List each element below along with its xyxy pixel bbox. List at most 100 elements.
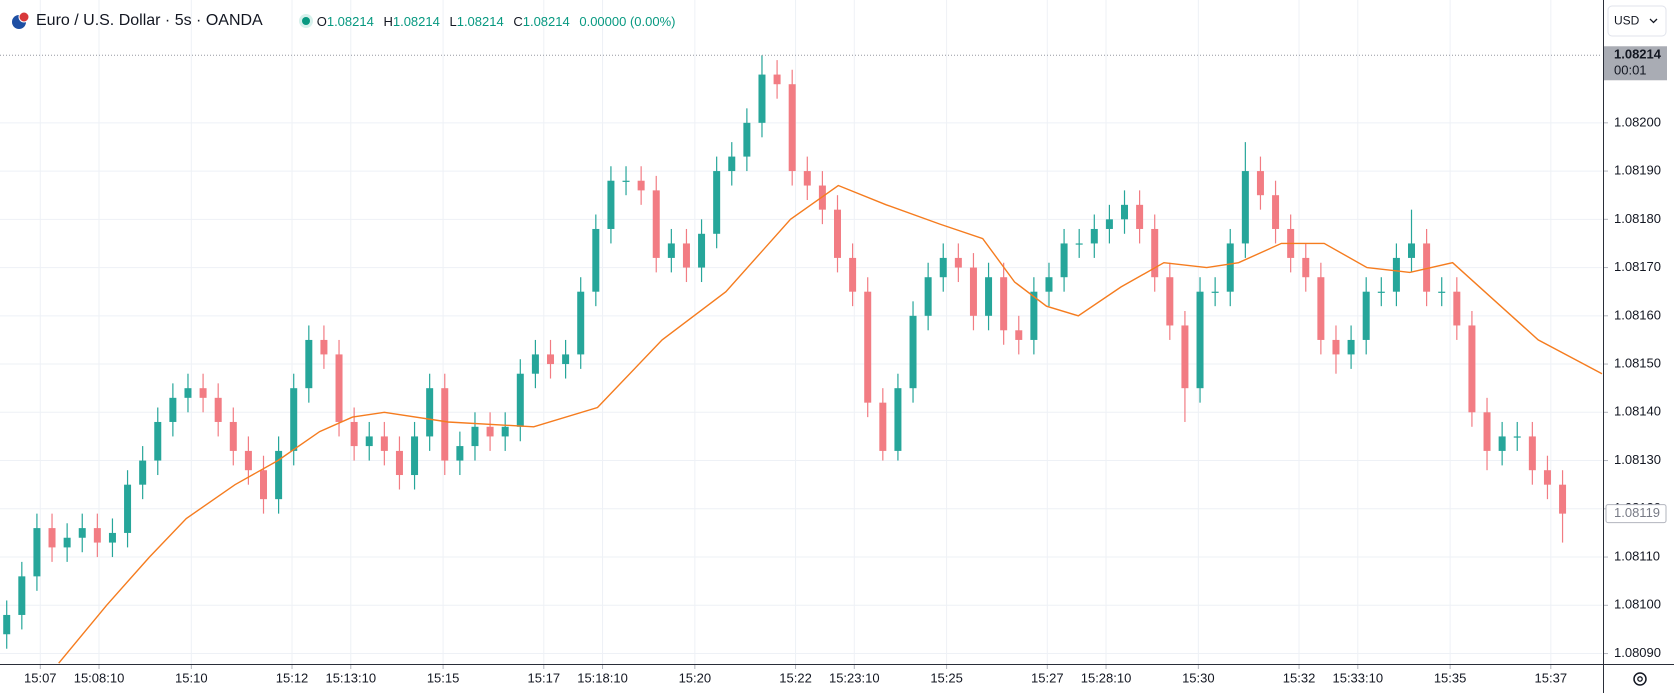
candle-body bbox=[1241, 171, 1249, 244]
candle-body bbox=[290, 388, 298, 451]
x-tick-label: 15:27 bbox=[1031, 670, 1064, 685]
currency-chevron bbox=[1649, 18, 1658, 24]
candle-body bbox=[1302, 257, 1310, 278]
candle-body bbox=[1332, 339, 1340, 355]
y-tick-label: 1.08190 bbox=[1614, 163, 1661, 178]
candle-body bbox=[139, 460, 147, 485]
y-tick-label: 1.08130 bbox=[1614, 452, 1661, 467]
candle-body bbox=[592, 228, 600, 292]
candle-body bbox=[1377, 291, 1385, 293]
candle-body bbox=[1000, 277, 1008, 331]
y-tick-label: 1.08150 bbox=[1614, 355, 1661, 370]
candle-body bbox=[1256, 171, 1264, 196]
candle-body bbox=[441, 388, 449, 461]
currency-button[interactable] bbox=[1607, 5, 1667, 37]
y-tick-label: 1.08160 bbox=[1614, 307, 1661, 322]
x-tick-label: 15:20 bbox=[679, 670, 712, 685]
candle-body bbox=[879, 402, 887, 451]
ohlc-value: 1.08214 bbox=[392, 13, 440, 29]
axes: 1.080901.081001.081101.081201.081301.081… bbox=[24, 46, 1667, 685]
candle-body bbox=[562, 354, 570, 365]
flag-us bbox=[18, 11, 30, 23]
candle-body bbox=[803, 171, 811, 186]
ohlc-key: O bbox=[316, 13, 327, 29]
candle-body bbox=[713, 171, 721, 234]
candle-body bbox=[214, 397, 222, 422]
ohlc-legend: O1.08214 H1.08214 L1.08214 C1.08214 0.00… bbox=[317, 14, 676, 29]
candle-body bbox=[1453, 291, 1461, 326]
x-tick-label: 15:13:10 bbox=[325, 670, 376, 685]
candle-body bbox=[275, 450, 283, 500]
candle-body bbox=[607, 180, 615, 229]
candle-body bbox=[577, 291, 585, 355]
candle-body bbox=[516, 373, 524, 427]
candle-body bbox=[1121, 204, 1129, 220]
candle-body bbox=[682, 243, 690, 268]
candle-body bbox=[486, 426, 494, 437]
candle-body bbox=[894, 388, 902, 451]
candle-body bbox=[48, 528, 56, 548]
candle-body bbox=[33, 528, 41, 577]
candle-body bbox=[426, 388, 434, 437]
x-tick-label: 15:25 bbox=[930, 670, 963, 685]
candle-body bbox=[1105, 219, 1113, 229]
x-tick-label: 15:35 bbox=[1434, 670, 1467, 685]
candle-body bbox=[1543, 470, 1551, 485]
gear-ring bbox=[1633, 672, 1647, 686]
candle-body bbox=[501, 426, 509, 437]
candle-body bbox=[652, 190, 660, 258]
candle-body bbox=[864, 291, 872, 403]
candle-body bbox=[1211, 291, 1219, 293]
candle-body bbox=[1559, 484, 1567, 514]
candle-body bbox=[1498, 436, 1506, 451]
candle-body bbox=[1151, 228, 1159, 278]
candle-body bbox=[924, 277, 932, 316]
candle-body bbox=[335, 354, 343, 422]
candle-body bbox=[1060, 243, 1068, 278]
candle-body bbox=[154, 421, 162, 461]
candle-body bbox=[260, 470, 268, 500]
candle-body bbox=[1468, 325, 1476, 413]
candle-body bbox=[184, 388, 192, 398]
candle-body bbox=[411, 436, 419, 476]
ohlc-value: 1.08214 bbox=[456, 13, 504, 29]
gear-center bbox=[1637, 676, 1643, 682]
candle-body bbox=[637, 180, 645, 191]
x-tick-label: 15:32 bbox=[1283, 670, 1316, 685]
last-price-label: 1.08214 bbox=[1614, 47, 1662, 62]
candle-body bbox=[547, 354, 555, 365]
candle-body bbox=[456, 446, 464, 461]
candle-body bbox=[758, 74, 766, 123]
x-tick-label: 15:33:10 bbox=[1332, 670, 1383, 685]
candle-body bbox=[350, 421, 358, 447]
candle-body bbox=[1483, 412, 1491, 451]
plot bbox=[0, 54, 1603, 664]
candle-body bbox=[108, 532, 116, 543]
candle-body bbox=[969, 267, 977, 316]
candle-body bbox=[229, 421, 237, 451]
y-tick-label: 1.08170 bbox=[1614, 259, 1661, 274]
candle-body bbox=[743, 122, 751, 157]
candle-body bbox=[169, 397, 177, 422]
x-tick-label: 15:12 bbox=[276, 670, 309, 685]
y-tick-label: 1.08140 bbox=[1614, 404, 1661, 419]
candle-body bbox=[1438, 291, 1446, 293]
candle-body bbox=[93, 528, 101, 543]
candle-body bbox=[1136, 204, 1144, 229]
currency-label: USD bbox=[1614, 14, 1640, 28]
candle-body bbox=[531, 354, 539, 374]
candle-body bbox=[365, 436, 373, 447]
x-tick-label: 15:17 bbox=[528, 670, 561, 685]
x-tick-label: 15:22 bbox=[779, 670, 812, 685]
x-tick-label: 15:28:10 bbox=[1081, 670, 1132, 685]
marker-price-label: 1.08119 bbox=[1614, 505, 1660, 520]
settings-button[interactable] bbox=[1633, 672, 1647, 686]
ohlc-key: L bbox=[449, 13, 457, 29]
ohlc-value: 1.08214 bbox=[522, 13, 570, 29]
y-tick-label: 1.08110 bbox=[1614, 548, 1660, 563]
symbol-icon bbox=[12, 11, 30, 29]
y-tick-label: 1.08200 bbox=[1614, 114, 1661, 129]
